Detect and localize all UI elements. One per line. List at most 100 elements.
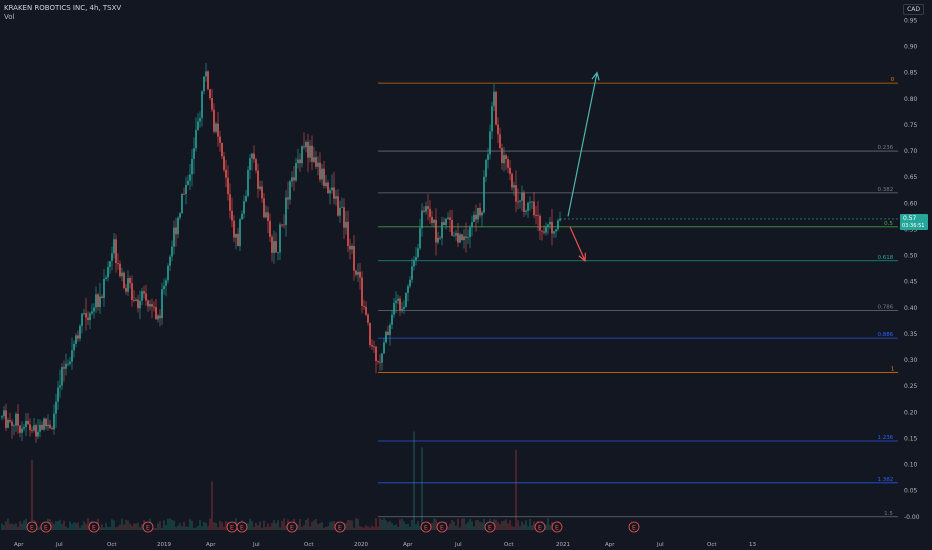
arrow-down-head[interactable] (578, 252, 587, 262)
candle-body[interactable] (435, 219, 437, 243)
candle-body[interactable] (239, 219, 241, 247)
candle-body[interactable] (177, 217, 179, 235)
candle-body[interactable] (113, 239, 115, 254)
candle-body[interactable] (153, 306, 155, 308)
candle-body[interactable] (335, 196, 337, 199)
candle-body[interactable] (543, 231, 545, 233)
candle-body[interactable] (197, 121, 199, 130)
candle-body[interactable] (171, 246, 173, 257)
candle-body[interactable] (527, 202, 529, 211)
candle-body[interactable] (393, 302, 395, 315)
candle-body[interactable] (45, 418, 47, 427)
candle-body[interactable] (281, 224, 283, 226)
candle-body[interactable] (483, 176, 485, 213)
earnings-marker[interactable] (334, 521, 346, 533)
candle-body[interactable] (287, 197, 289, 200)
candle-body[interactable] (317, 162, 319, 167)
candle-body[interactable] (511, 173, 513, 188)
candle-body[interactable] (161, 289, 163, 319)
candle-body[interactable] (429, 208, 431, 217)
candle-body[interactable] (449, 217, 451, 220)
candle-body[interactable] (467, 237, 469, 238)
candle-body[interactable] (367, 314, 369, 323)
candle-body[interactable] (459, 234, 461, 243)
candle-body[interactable] (169, 256, 171, 266)
candle-body[interactable] (181, 194, 183, 214)
candle-body[interactable] (407, 286, 409, 293)
candle-body[interactable] (441, 222, 443, 239)
candle-body[interactable] (289, 181, 291, 200)
candle-body[interactable] (249, 158, 251, 171)
candle-body[interactable] (237, 233, 239, 247)
candle-body[interactable] (89, 313, 91, 321)
candle-body[interactable] (303, 146, 305, 148)
candle-body[interactable] (465, 236, 467, 238)
candle-body[interactable] (271, 236, 273, 253)
candle-body[interactable] (17, 413, 19, 426)
candle-body[interactable] (25, 420, 27, 428)
candle-body[interactable] (331, 187, 333, 191)
candle-body[interactable] (311, 145, 313, 162)
candle-body[interactable] (35, 425, 37, 437)
candle-body[interactable] (379, 361, 381, 363)
candle-body[interactable] (417, 248, 419, 258)
candle-body[interactable] (307, 141, 309, 158)
candle-body[interactable] (53, 413, 55, 430)
candle-body[interactable] (321, 168, 323, 180)
candle-body[interactable] (193, 148, 195, 159)
candle-body[interactable] (85, 313, 87, 318)
candle-body[interactable] (463, 236, 465, 241)
candle-body[interactable] (397, 298, 399, 301)
candle-body[interactable] (541, 230, 543, 232)
candle-body[interactable] (269, 221, 271, 237)
candle-body[interactable] (115, 239, 117, 264)
candle-body[interactable] (11, 421, 13, 426)
candle-body[interactable] (149, 304, 151, 307)
arrow-up-shaft[interactable] (567, 72, 598, 217)
candle-body[interactable] (203, 76, 205, 92)
candle-body[interactable] (365, 306, 367, 315)
candle-body[interactable] (431, 216, 433, 223)
candle-body[interactable] (531, 201, 533, 203)
candle-body[interactable] (99, 296, 101, 307)
candle-body[interactable] (235, 233, 237, 238)
earnings-marker[interactable] (534, 521, 546, 533)
candle-body[interactable] (345, 221, 347, 228)
candle-body[interactable] (391, 314, 393, 325)
candle-body[interactable] (223, 156, 225, 170)
candle-body[interactable] (51, 428, 53, 430)
candle-body[interactable] (325, 182, 327, 187)
candle-body[interactable] (493, 91, 495, 107)
candle-body[interactable] (151, 304, 153, 307)
current-price-tag[interactable] (900, 213, 928, 230)
candle-body[interactable] (187, 180, 189, 185)
candle-body[interactable] (501, 147, 503, 164)
candle-body[interactable] (225, 169, 227, 178)
candle-body[interactable] (15, 413, 17, 426)
candle-body[interactable] (473, 214, 475, 223)
candle-body[interactable] (29, 424, 31, 431)
candle-body[interactable] (135, 299, 137, 301)
candle-body[interactable] (423, 210, 425, 212)
candle-body[interactable] (347, 221, 349, 246)
candle-body[interactable] (555, 229, 557, 232)
candle-body[interactable] (217, 123, 219, 137)
candle-body[interactable] (227, 177, 229, 195)
candle-body[interactable] (195, 129, 197, 149)
candle-body[interactable] (409, 279, 411, 287)
candle-body[interactable] (163, 285, 165, 290)
candle-body[interactable] (539, 215, 541, 231)
candle-body[interactable] (205, 71, 207, 77)
candle-body[interactable] (455, 233, 457, 236)
candle-body[interactable] (353, 246, 355, 271)
candle-body[interactable] (59, 385, 61, 388)
earnings-marker[interactable] (420, 521, 432, 533)
candle-body[interactable] (189, 174, 191, 181)
candle-body[interactable] (419, 228, 421, 249)
candle-body[interactable] (111, 253, 113, 262)
candle-body[interactable] (383, 342, 385, 354)
candle-body[interactable] (525, 210, 527, 212)
earnings-marker[interactable] (628, 521, 640, 533)
candle-body[interactable] (337, 196, 339, 216)
candle-body[interactable] (221, 142, 223, 157)
